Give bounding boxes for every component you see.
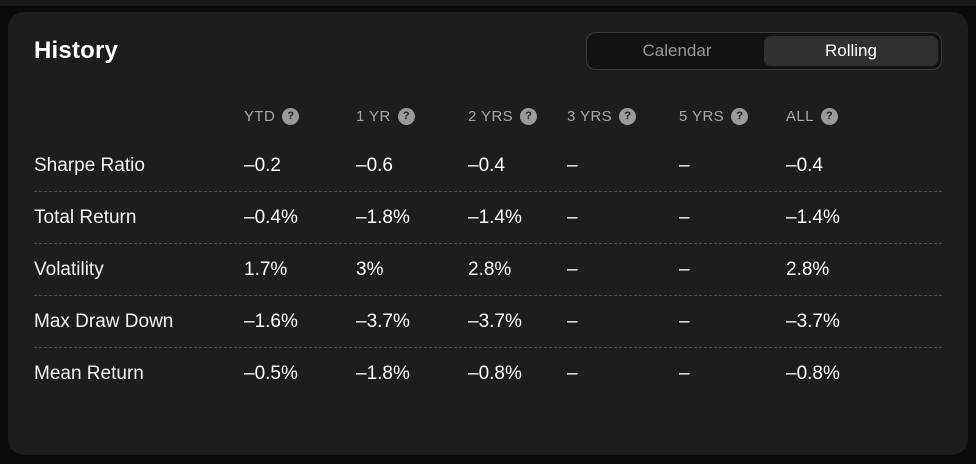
column-header-label: 5 YRS [679, 107, 725, 125]
toggle-calendar-button[interactable]: Calendar [590, 36, 764, 66]
help-icon[interactable]: ? [397, 107, 415, 125]
metric-label: Max Draw Down [34, 310, 174, 332]
help-icon[interactable]: ? [619, 107, 637, 125]
column-header-1-yr: 1 YR? [356, 107, 468, 125]
top-edge-decoration [0, 0, 976, 6]
toggle-rolling-button[interactable]: Rolling [764, 36, 938, 66]
column-header-label: ALL [786, 107, 814, 125]
table-row: Mean Return –0.5% –1.8% –0.8% – – –0.8% [34, 348, 942, 400]
metric-value: –1.6% [244, 310, 298, 332]
metric-label: Sharpe Ratio [34, 154, 145, 176]
metric-value: – [567, 258, 578, 280]
metric-value: –0.5% [244, 363, 298, 384]
metric-value: –1.4% [468, 206, 522, 228]
column-header-2-yrs: 2 YRS? [468, 107, 567, 125]
column-header-label: 2 YRS [468, 107, 514, 125]
table-row: Max Draw Down –1.6% –3.7% –3.7% – – –3.7% [34, 296, 942, 348]
metric-value: – [567, 363, 578, 384]
metric-value: – [567, 154, 578, 176]
metric-value: – [679, 310, 690, 332]
metric-value: – [679, 258, 690, 280]
column-header-all: ALL? [786, 107, 942, 125]
metric-value: 2.8% [786, 258, 830, 280]
metric-value: 2.8% [468, 258, 512, 280]
card-header: History Calendar Rolling [34, 32, 942, 70]
history-table: YTD? 1 YR? 2 YRS? 3 YRS? 5 YRS? ALL? Sharpe R… [34, 96, 942, 400]
column-header-ytd: YTD? [244, 107, 356, 125]
table-row: Volatility 1.7% 3% 2.8% – – 2.8% [34, 244, 942, 296]
metric-value: –1.4% [786, 206, 840, 228]
metric-value: –1.8% [356, 206, 410, 228]
metric-value: – [679, 363, 690, 384]
metric-value: –0.2 [244, 154, 281, 176]
table-body: Sharpe Ratio –0.2 –0.6 –0.4 – – –0.4 Total Retu… [34, 140, 942, 400]
metric-value: –0.4 [468, 154, 505, 176]
table-row: Total Return –0.4% –1.8% –1.4% – – –1.4% [34, 192, 942, 244]
column-header-label: 3 YRS [567, 107, 613, 125]
page-title: History [34, 37, 119, 64]
metric-value: – [679, 154, 690, 176]
column-header-5-yrs: 5 YRS? [679, 107, 786, 125]
period-mode-toggle: Calendar Rolling [586, 32, 942, 70]
metric-label: Mean Return [34, 363, 144, 384]
metric-label: Total Return [34, 206, 137, 228]
metric-value: –0.4% [244, 206, 298, 228]
column-header-label: 1 YR [356, 107, 391, 125]
table-row: Sharpe Ratio –0.2 –0.6 –0.4 – – –0.4 [34, 140, 942, 192]
metric-value: – [567, 206, 578, 228]
metric-label: Volatility [34, 258, 104, 280]
metric-value: 1.7% [244, 258, 288, 280]
metric-value: – [679, 206, 690, 228]
metric-value: 3% [356, 258, 384, 280]
help-icon[interactable]: ? [820, 107, 838, 125]
metric-value: –1.8% [356, 363, 410, 384]
help-icon[interactable]: ? [731, 107, 749, 125]
metric-value: –3.7% [468, 310, 522, 332]
help-icon[interactable]: ? [520, 107, 538, 125]
metric-value: – [567, 310, 578, 332]
metric-value: –0.8% [468, 363, 522, 384]
metric-value: –0.6 [356, 154, 393, 176]
help-icon[interactable]: ? [282, 107, 300, 125]
column-header-3-yrs: 3 YRS? [567, 107, 679, 125]
metric-value: –0.8% [786, 363, 840, 384]
column-header-label: YTD [244, 107, 276, 125]
table-header-row: YTD? 1 YR? 2 YRS? 3 YRS? 5 YRS? ALL? [34, 96, 942, 136]
metric-value: –0.4 [786, 154, 823, 176]
metric-value: –3.7% [786, 310, 840, 332]
metric-value: –3.7% [356, 310, 410, 332]
history-card: History Calendar Rolling YTD? 1 YR? 2 YRS?… [8, 12, 968, 455]
